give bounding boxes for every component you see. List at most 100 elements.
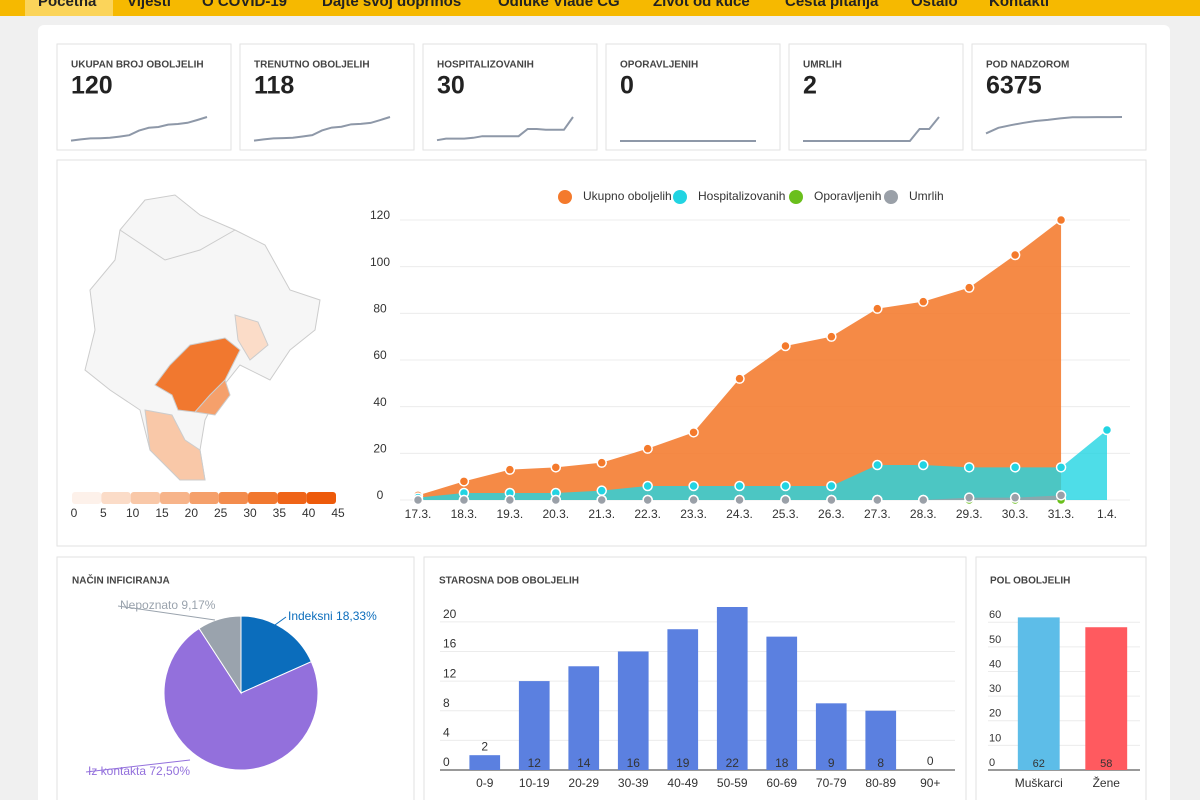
point: [1101, 424, 1113, 436]
stat-value: 30: [437, 72, 465, 100]
point: [826, 480, 837, 492]
legend-tick: 40: [302, 506, 316, 520]
point: [872, 494, 883, 506]
nav-item[interactable]: Vijesti: [127, 0, 171, 10]
legend-swatch: [101, 492, 131, 504]
stat-label: UKUPAN BROJ OBOLJELIH: [71, 60, 204, 71]
pie-label-value: 72,50%: [149, 764, 190, 778]
nav-item[interactable]: Kontakti: [989, 0, 1049, 10]
bar: [865, 710, 897, 770]
bar: [766, 636, 798, 770]
x-tick-label: 26.3.: [818, 507, 845, 521]
point: [872, 303, 883, 314]
x-tick-label: Žene: [1093, 775, 1121, 790]
point: [596, 457, 607, 468]
y-tick-label: 40: [989, 658, 1001, 670]
value-label: 62: [1033, 758, 1045, 770]
stat-card: [788, 43, 964, 151]
x-tick-label: 90+: [920, 776, 940, 790]
point: [1055, 214, 1067, 226]
legend-swatch: [277, 492, 307, 504]
x-tick-label: 21.3.: [588, 507, 615, 521]
nav-item[interactable]: Dajte svoj doprinos: [322, 0, 461, 10]
x-tick-label: 10-19: [519, 776, 550, 790]
nav-bar: [0, 0, 1200, 16]
point: [688, 427, 699, 438]
x-tick-label: 23.3.: [680, 507, 707, 521]
y-tick-label: 16: [443, 637, 457, 651]
legend-swatch: [248, 492, 278, 504]
point: [963, 492, 975, 503]
stat-label: TRENUTNO OBOLJELIH: [254, 60, 370, 71]
stat-card: [56, 43, 232, 151]
nav-item[interactable]: Ostalo: [911, 0, 958, 10]
y-tick-label: 30: [989, 683, 1001, 695]
stat-card: [971, 43, 1147, 151]
map-region: [234, 314, 269, 361]
bar: [518, 681, 550, 770]
value-label: 22: [726, 756, 740, 770]
x-tick-label: 28.3.: [910, 507, 937, 521]
legend-label: Hospitalizovanih: [698, 189, 785, 203]
legend-swatch: [218, 492, 248, 504]
point: [780, 480, 791, 492]
x-tick-label: 70-79: [816, 776, 847, 790]
legend-tick: 20: [185, 506, 199, 520]
value-label: 16: [627, 756, 641, 770]
legend-tick: 25: [214, 506, 228, 520]
leader-line: [267, 616, 287, 631]
sparkline: [436, 116, 574, 142]
point: [734, 373, 745, 384]
legend-label: Oporavljenih: [814, 189, 881, 203]
legend-tick: 30: [243, 506, 257, 520]
value-label: 0: [927, 754, 934, 768]
point: [963, 462, 975, 473]
point: [504, 464, 516, 475]
x-tick-label: 31.3.: [1048, 507, 1075, 521]
stat-value: 0: [620, 72, 634, 100]
point: [596, 494, 607, 506]
y-tick-label: 20: [989, 708, 1001, 720]
x-tick-label: 29.3.: [956, 507, 983, 521]
x-tick-label: 27.3.: [864, 507, 891, 521]
point: [1009, 462, 1021, 473]
nav-item[interactable]: Česta pitanja: [785, 0, 879, 10]
stat-value: 6375: [986, 72, 1042, 100]
y-tick-label: 80: [373, 302, 387, 316]
point: [688, 494, 699, 506]
y-tick-label: 100: [370, 255, 390, 269]
point: [550, 462, 562, 473]
x-tick-label: 19.3.: [497, 507, 524, 521]
x-tick-label: 25.3.: [772, 507, 799, 521]
legend-swatch: [130, 492, 160, 504]
bar: [469, 755, 501, 770]
stat-value: 120: [71, 72, 113, 100]
panel-title: STAROSNA DOB OBOLJELIH: [439, 576, 579, 587]
y-tick-label: 60: [373, 348, 387, 362]
legend-swatch: [306, 492, 336, 504]
pie-slice: [163, 627, 319, 771]
nav-item[interactable]: Početna: [38, 0, 97, 10]
legend-label: Umrlih: [909, 189, 944, 203]
bar: [1085, 627, 1128, 770]
value-label: 58: [1100, 758, 1112, 770]
pie-label: Iz kontakta 72,50%: [88, 764, 190, 778]
nav-item[interactable]: Život od kuće: [653, 0, 750, 10]
x-tick-label: 40-49: [667, 776, 698, 790]
legend-marker: [789, 190, 803, 204]
legend-marker: [673, 190, 687, 204]
point: [734, 480, 745, 492]
nav-item[interactable]: Odluke Vlade CG: [498, 0, 620, 10]
value-label: 9: [828, 756, 835, 770]
y-tick-label: 20: [373, 442, 387, 456]
nav-item[interactable]: O COVID-19: [202, 0, 287, 10]
legend-tick: 10: [126, 506, 140, 520]
point: [1055, 490, 1067, 501]
sparkline: [253, 116, 391, 142]
x-tick-label: 22.3.: [634, 507, 661, 521]
point: [826, 494, 837, 506]
pie-label: Indeksni 18,33%: [288, 609, 377, 623]
pie-slice: [240, 615, 312, 694]
legend-marker: [884, 190, 898, 204]
